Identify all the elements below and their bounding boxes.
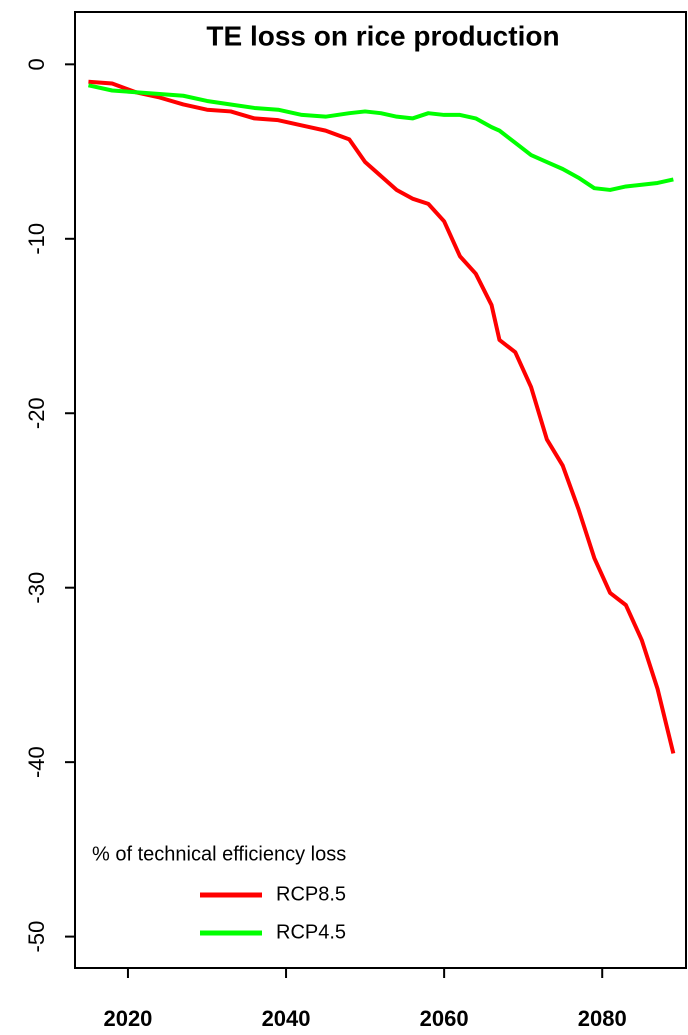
x-tick-label: 2020: [103, 1006, 152, 1031]
y-tick-label: -30: [24, 572, 49, 604]
y-tick-label: -10: [24, 223, 49, 255]
x-tick-label: 2060: [420, 1006, 469, 1031]
data-line: [88, 83, 674, 192]
y-tick-label: -50: [24, 921, 49, 953]
legend-title: % of technical efficiency loss: [92, 843, 346, 865]
x-tick-label: 2080: [578, 1006, 627, 1031]
x-tick-label: 2040: [262, 1006, 311, 1031]
data-line: [88, 79, 676, 754]
y-tick-label: 0: [24, 58, 49, 70]
y-tick-label: -40: [24, 746, 49, 778]
legend-label: RCP8.5: [276, 883, 346, 905]
legend-label: RCP4.5: [276, 921, 346, 943]
chart-title: TE loss on rice production: [206, 20, 559, 51]
y-tick-label: -20: [24, 397, 49, 429]
plot-frame: [74, 11, 687, 969]
